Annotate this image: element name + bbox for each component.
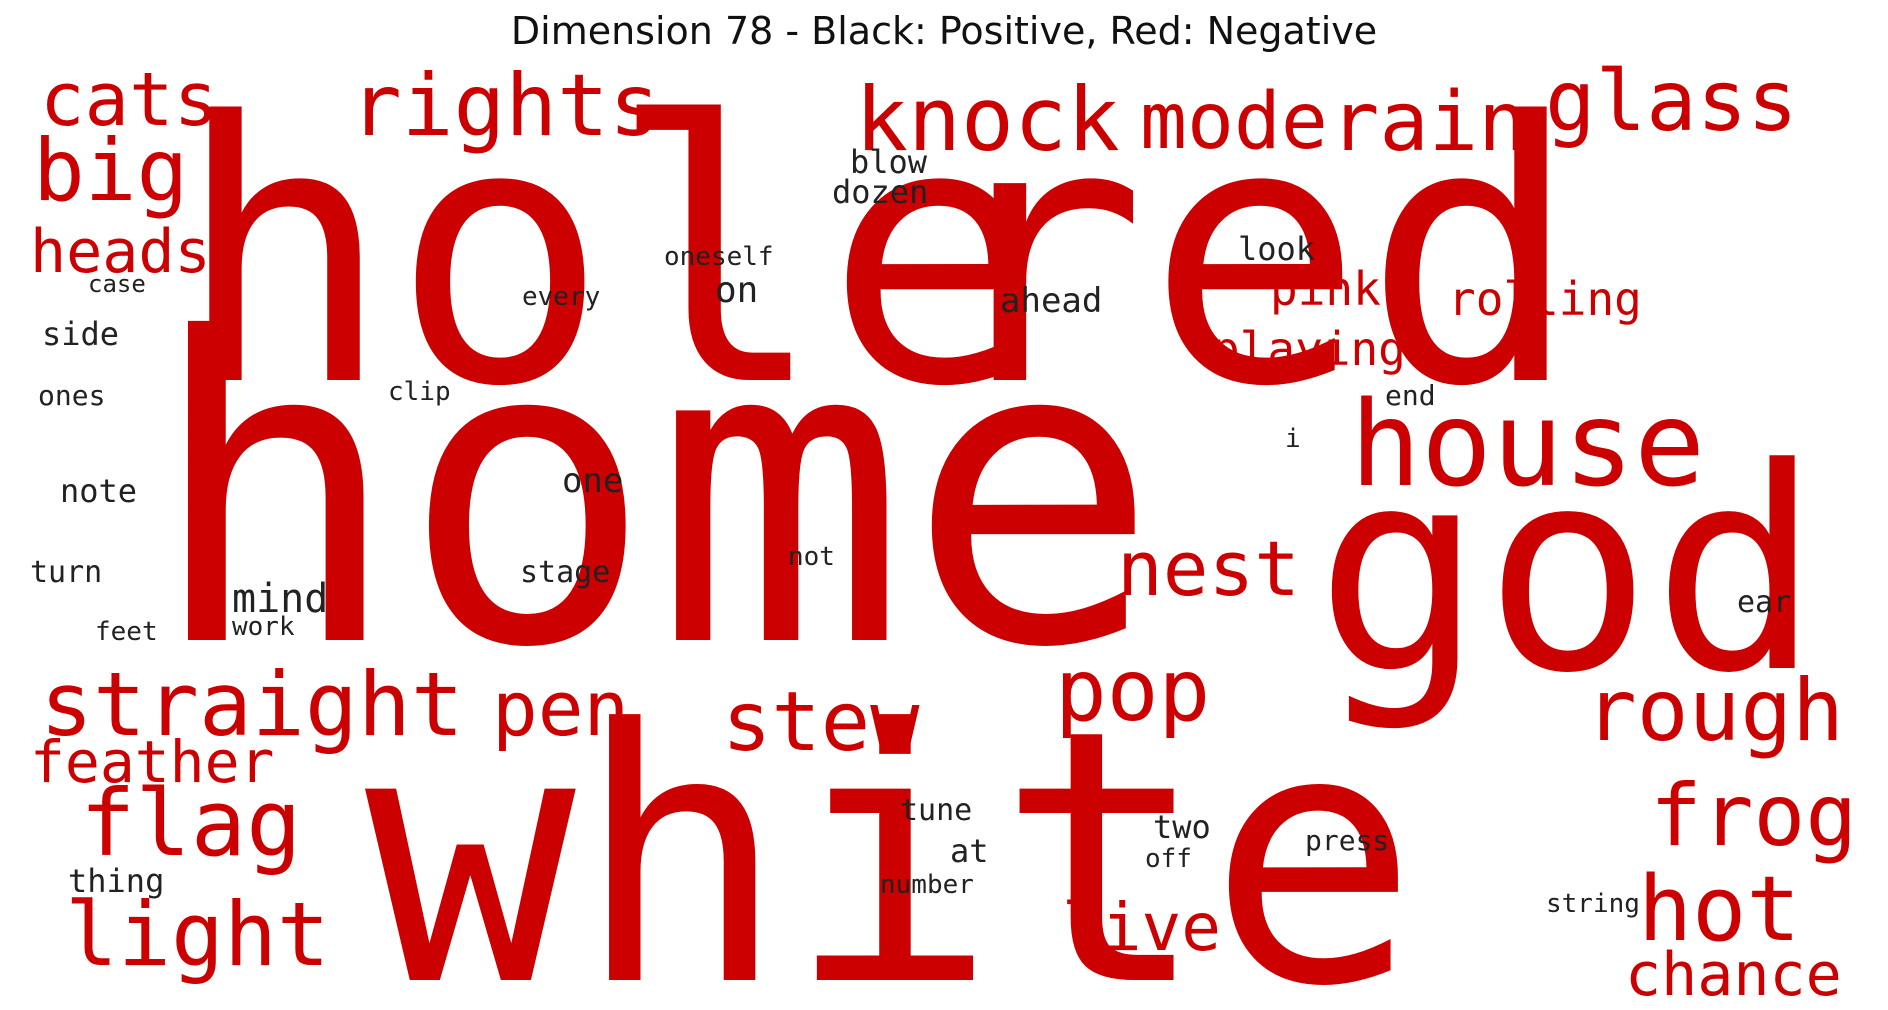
word-red: red — [930, 46, 1580, 465]
word-pen: pen — [492, 664, 629, 753]
word-knock: knock — [855, 68, 1120, 171]
word-chance: chance — [1625, 940, 1842, 1010]
word-rolling: rolling — [1448, 272, 1642, 326]
word-dozen: dozen — [832, 173, 928, 211]
word-heads: heads — [30, 217, 211, 287]
word-pink: pink — [1270, 262, 1381, 316]
word-hot: hot — [1638, 857, 1801, 962]
word-cats: cats — [40, 57, 218, 143]
word-i: i — [1285, 424, 1301, 454]
word-rough: rough — [1585, 661, 1844, 761]
word-rights: rights — [350, 56, 661, 156]
word-live: live — [1062, 889, 1221, 966]
word-oneself: oneself — [664, 242, 774, 272]
word-home: home — [148, 251, 1159, 740]
word-big: big — [33, 121, 188, 221]
word-turn: turn — [30, 555, 102, 590]
word-straight: straight — [40, 653, 464, 756]
word-white: white — [365, 655, 1419, 1010]
word-one: one — [562, 461, 623, 501]
word-side: side — [42, 315, 119, 353]
word-mode: mode — [1140, 77, 1328, 167]
word-feather: feather — [30, 728, 274, 796]
word-clip: clip — [388, 377, 451, 407]
word-at: at — [950, 832, 989, 870]
word-press: press — [1305, 824, 1389, 857]
word-work: work — [232, 612, 295, 642]
word-mind: mind — [232, 576, 328, 622]
word-blow: blow — [850, 143, 928, 181]
word-number: number — [880, 870, 974, 900]
word-not: not — [788, 542, 835, 572]
word-glass: glass — [1545, 52, 1798, 150]
word-off: off — [1145, 844, 1192, 874]
word-case: case — [88, 270, 146, 298]
word-house: house — [1350, 375, 1705, 513]
word-pop: pop — [1055, 641, 1210, 741]
word-frog: frog — [1650, 766, 1857, 866]
word-every: every — [522, 282, 600, 312]
word-tune: tune — [900, 793, 972, 828]
word-note: note — [60, 472, 137, 510]
word-flag: flag — [80, 770, 302, 877]
word-two: two — [1153, 808, 1211, 846]
word-look: look — [1238, 230, 1315, 268]
word-thing: thing — [68, 862, 164, 900]
word-on: on — [715, 270, 758, 311]
word-feet: feet — [95, 617, 158, 647]
figure-title: Dimension 78 - Black: Positive, Red: Neg… — [510, 9, 1378, 53]
word-rain: rain — [1330, 75, 1527, 170]
word-string: string — [1546, 889, 1640, 919]
word-hole: hole — [175, 46, 1042, 465]
word-stage: stage — [520, 555, 610, 590]
word-nest: nest — [1117, 524, 1300, 613]
word-end: end — [1385, 379, 1436, 412]
word-stew: stew — [722, 675, 920, 770]
word-playing: playing — [1212, 322, 1406, 376]
word-ahead: ahead — [1000, 281, 1102, 321]
word-light: light — [65, 883, 330, 986]
word-ones: ones — [38, 379, 105, 412]
word-god: god — [1315, 409, 1821, 735]
word-ear: ear — [1737, 585, 1791, 620]
